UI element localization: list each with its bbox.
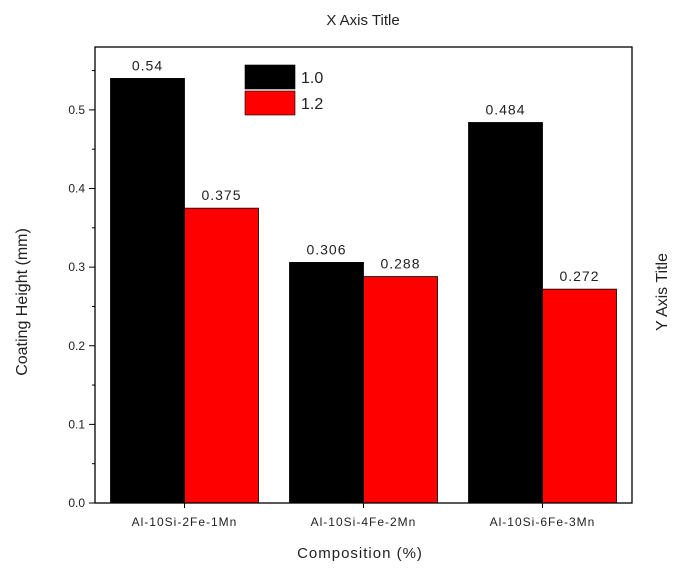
legend-label-2: 1.2 bbox=[301, 96, 323, 113]
bar-series2-cat1 bbox=[184, 207, 259, 504]
data-labels-layer: 0.54 0.375 0.306 0.288 0.484 0.272 bbox=[132, 57, 599, 284]
legend-swatch-1 bbox=[244, 64, 296, 90]
legend-swatch-2 bbox=[244, 90, 296, 116]
bar-series2-cat3 bbox=[542, 288, 617, 504]
data-label-series1-cat3: 0.484 bbox=[485, 101, 525, 117]
data-label-series2-cat2: 0.288 bbox=[380, 256, 420, 272]
data-label-series1-cat1: 0.54 bbox=[132, 57, 163, 73]
bar-series1-cat3 bbox=[468, 122, 543, 504]
legend-label-1: 1.0 bbox=[301, 70, 323, 87]
x-tick-label-2: Al-10Si-4Fe-2Mn bbox=[311, 515, 417, 529]
bar-series2-cat2 bbox=[363, 276, 438, 504]
y-axis-label: Coating Height (mm) bbox=[14, 228, 31, 376]
ticks-layer: Al-10Si-2Fe-1Mn Al-10Si-4Fe-2Mn Al-10Si-6F… bbox=[68, 70, 596, 529]
y-tick-label-2: 0.1 bbox=[68, 417, 85, 431]
chart-title: X Axis Title bbox=[326, 12, 399, 29]
bar-series1-cat1 bbox=[110, 78, 185, 504]
y-tick-label-4: 0.3 bbox=[68, 260, 85, 274]
x-axis-label: Composition (%) bbox=[297, 545, 423, 562]
data-label-series1-cat2: 0.306 bbox=[306, 241, 346, 257]
y-tick-label-5: 0.4 bbox=[68, 182, 85, 196]
y-tick-label-1: 0.0 bbox=[68, 496, 85, 510]
bars-layer bbox=[110, 78, 617, 504]
y-tick-label-6: 0.5 bbox=[68, 103, 85, 117]
y-axis-label-right: Y Axis Title bbox=[654, 253, 671, 331]
legend: 1.0 1.2 bbox=[244, 64, 323, 116]
data-label-series2-cat3: 0.272 bbox=[559, 268, 599, 284]
bar-series1-cat2 bbox=[289, 262, 364, 504]
x-tick-label-3: Al-10Si-6Fe-3Mn bbox=[490, 515, 596, 529]
x-tick-label-1: Al-10Si-2Fe-1Mn bbox=[132, 515, 238, 529]
data-label-series2-cat1: 0.375 bbox=[201, 187, 241, 203]
y-tick-label-3: 0.2 bbox=[68, 339, 85, 353]
